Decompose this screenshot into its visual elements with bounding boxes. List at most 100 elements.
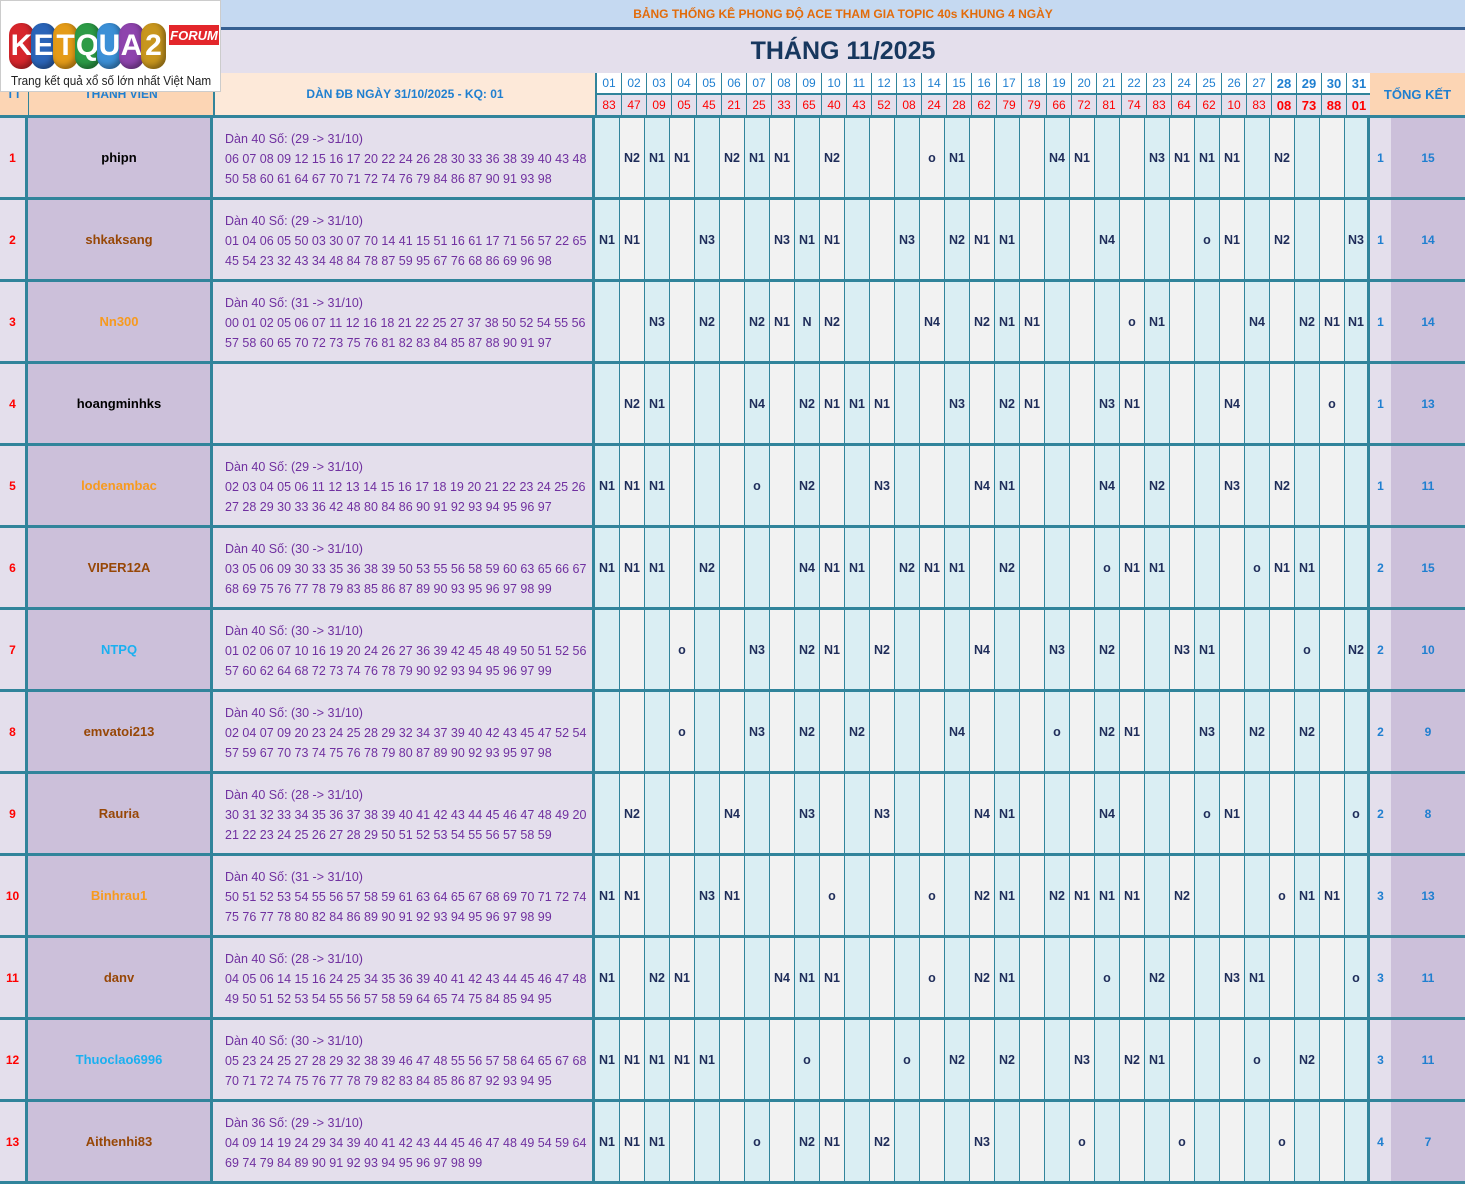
day-cell-21: N2 (1095, 692, 1120, 771)
day-cell-23: N1 (1145, 1020, 1170, 1099)
day-cell-23 (1145, 1102, 1170, 1181)
day-number-13[interactable]: 13 (897, 73, 922, 95)
dan-dan-title: Dàn 40 Số: (30 -> 31/10) (225, 1034, 363, 1048)
hit-count: 3 (1370, 938, 1391, 1017)
member-name[interactable]: Rauria (28, 774, 213, 853)
day-cell-23 (1145, 774, 1170, 853)
day-result-09: 65 (797, 95, 822, 115)
member-name[interactable]: hoangminhks (28, 364, 213, 443)
day-cell-24: N2 (1170, 856, 1195, 935)
day-number-18[interactable]: 18 (1022, 73, 1047, 95)
day-result-11: 43 (847, 95, 872, 115)
member-name[interactable]: danv (28, 938, 213, 1017)
day-number-10[interactable]: 10 (822, 73, 847, 95)
day-number-26[interactable]: 26 (1222, 73, 1247, 95)
member-name[interactable]: NTPQ (28, 610, 213, 689)
day-cell-15 (945, 610, 970, 689)
day-cell-28 (1270, 364, 1295, 443)
day-cell-21 (1095, 1102, 1120, 1181)
day-cell-04: o (670, 610, 695, 689)
day-cell-12 (870, 692, 895, 771)
day-cell-05: N3 (695, 200, 720, 279)
day-number-19[interactable]: 19 (1047, 73, 1072, 95)
member-name[interactable]: VIPER12A (28, 528, 213, 607)
day-number-23[interactable]: 23 (1147, 73, 1172, 95)
day-cell-01: N1 (595, 528, 620, 607)
day-number-11[interactable]: 11 (847, 73, 872, 95)
day-cell-28: N2 (1270, 118, 1295, 197)
member-name[interactable]: shkaksang (28, 200, 213, 279)
day-cell-21: N4 (1095, 774, 1120, 853)
day-cell-15 (945, 1102, 970, 1181)
day-cell-26: N3 (1220, 446, 1245, 525)
day-number-27[interactable]: 27 (1247, 73, 1272, 95)
dan-dan-line1: 04 09 14 19 24 29 34 39 40 41 42 43 44 4… (225, 1136, 587, 1150)
table-row: 7 NTPQ Dàn 40 Số: (30 -> 31/10) 01 02 06 07… (0, 610, 1465, 692)
day-number-06[interactable]: 06 (722, 73, 747, 95)
day-number-01[interactable]: 01 (597, 73, 622, 95)
day-number-16[interactable]: 16 (972, 73, 997, 95)
day-number-29[interactable]: 29 (1297, 73, 1322, 95)
day-number-09[interactable]: 09 (797, 73, 822, 95)
dan-numbers: Dàn 40 Số: (30 -> 31/10) 03 05 06 09 30 3… (213, 528, 595, 607)
total-score: 11 (1391, 1020, 1465, 1099)
day-number-30[interactable]: 30 (1322, 73, 1347, 95)
day-number-07[interactable]: 07 (747, 73, 772, 95)
day-number-22[interactable]: 22 (1122, 73, 1147, 95)
member-name[interactable]: Binhrau1 (28, 856, 213, 935)
day-cell-16 (970, 364, 995, 443)
day-number-08[interactable]: 08 (772, 73, 797, 95)
day-number-15[interactable]: 15 (947, 73, 972, 95)
member-name[interactable]: Nn300 (28, 282, 213, 361)
day-number-31[interactable]: 31 (1347, 73, 1372, 95)
day-cell-14 (920, 1020, 945, 1099)
day-cell-18 (1020, 610, 1045, 689)
dan-dan-line2: 69 74 79 84 89 90 91 92 93 94 95 96 97 9… (225, 1156, 483, 1170)
day-cell-30: N1 (1320, 856, 1345, 935)
day-number-12[interactable]: 12 (872, 73, 897, 95)
row-number: 7 (0, 610, 28, 689)
day-number-25[interactable]: 25 (1197, 73, 1222, 95)
day-number-03[interactable]: 03 (647, 73, 672, 95)
day-cell-02: N2 (620, 774, 645, 853)
day-cell-06 (720, 1102, 745, 1181)
member-name[interactable]: lodenambac (28, 446, 213, 525)
day-cell-18: N1 (1020, 364, 1045, 443)
day-cell-03: N1 (645, 1020, 670, 1099)
day-number-20[interactable]: 20 (1072, 73, 1097, 95)
day-cell-23 (1145, 610, 1170, 689)
day-number-28[interactable]: 28 (1272, 73, 1297, 95)
day-number-04[interactable]: 04 (672, 73, 697, 95)
day-cell-16 (970, 528, 995, 607)
day-cell-01 (595, 774, 620, 853)
day-number-21[interactable]: 21 (1097, 73, 1122, 95)
day-cell-23 (1145, 856, 1170, 935)
day-cell-22 (1120, 774, 1145, 853)
day-cell-11 (845, 282, 870, 361)
dan-numbers: Dàn 40 Số: (30 -> 31/10) 02 04 07 09 20 2… (213, 692, 595, 771)
day-number-17[interactable]: 17 (997, 73, 1022, 95)
day-cell-26 (1220, 692, 1245, 771)
member-name[interactable]: emvatoi213 (28, 692, 213, 771)
member-name[interactable]: Aithenhi83 (28, 1102, 213, 1181)
day-cell-05 (695, 364, 720, 443)
total-score: 15 (1391, 528, 1465, 607)
row-number: 5 (0, 446, 28, 525)
member-name[interactable]: Thuoclao6996 (28, 1020, 213, 1099)
day-cell-22: o (1120, 282, 1145, 361)
day-cell-21: N1 (1095, 856, 1120, 935)
day-number-24[interactable]: 24 (1172, 73, 1197, 95)
day-number-14[interactable]: 14 (922, 73, 947, 95)
day-cell-31 (1345, 692, 1370, 771)
day-number-05[interactable]: 05 (697, 73, 722, 95)
day-result-28: 08 (1272, 95, 1297, 115)
dan-dan-title: Dàn 40 Số: (30 -> 31/10) (225, 624, 363, 638)
member-name[interactable]: phipn (28, 118, 213, 197)
day-result-06: 21 (722, 95, 747, 115)
logo-letter: 2 (141, 23, 166, 69)
day-cell-07: N1 (745, 118, 770, 197)
day-number-02[interactable]: 02 (622, 73, 647, 95)
day-cell-07 (745, 774, 770, 853)
total-score: 14 (1391, 282, 1465, 361)
